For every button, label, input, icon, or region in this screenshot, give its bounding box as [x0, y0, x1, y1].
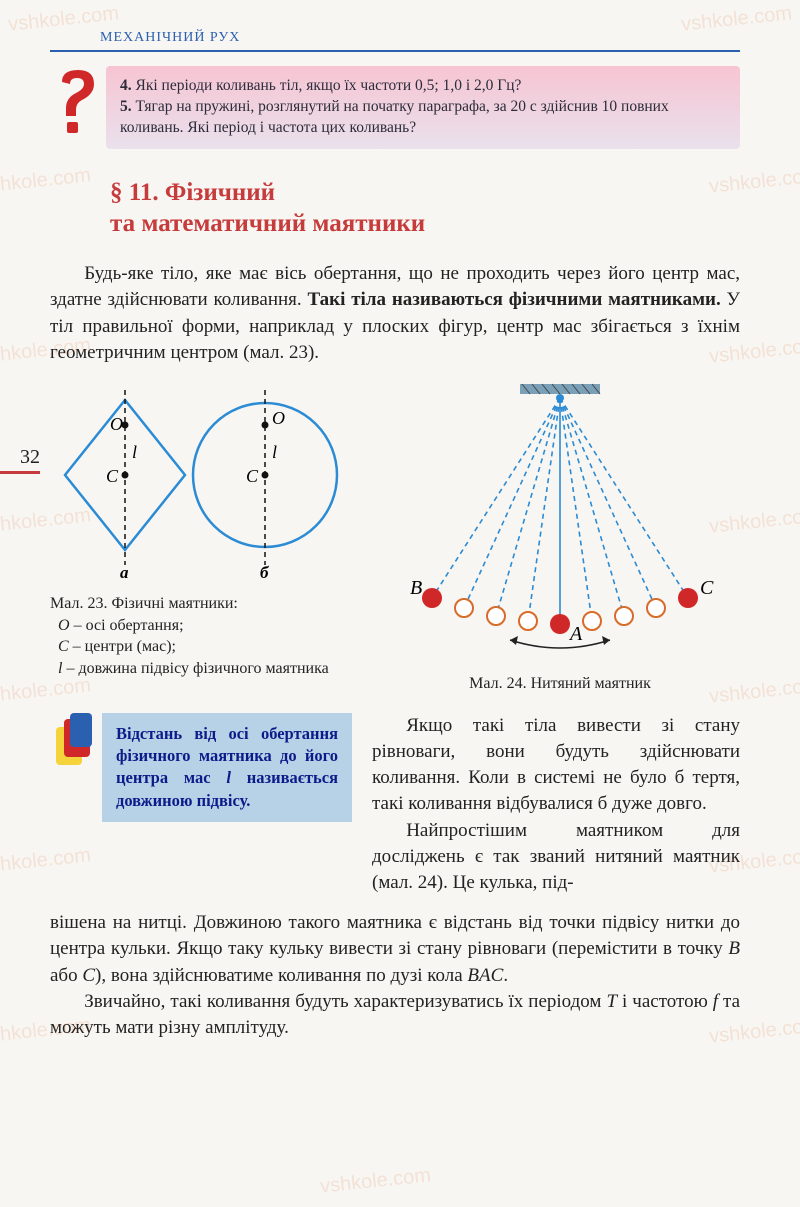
- figure-23: O C l а O C l б Мал. 23. Фізичні маятник…: [50, 380, 350, 679]
- q4-number: 4.: [120, 77, 132, 94]
- q5-number: 5.: [120, 98, 132, 115]
- watermark: vshkole.com: [319, 1164, 432, 1198]
- para2-end: .: [503, 965, 508, 986]
- definition-box: Відстань від осі обертання фізичного мая…: [102, 713, 352, 822]
- para2-a: вішена на нитці. Довжиною такого маятник…: [50, 912, 740, 959]
- para3-mid: і частотою: [617, 991, 713, 1012]
- fig23-C: C: [58, 638, 69, 655]
- para2-B: B: [728, 938, 740, 959]
- para2-C: C: [82, 965, 95, 986]
- rcol-p1: Якщо такі тіла вивести зі стану рівноваг…: [372, 713, 740, 818]
- chapter-header: МЕХАНІЧНИЙ РУХ: [50, 30, 740, 52]
- figure-24-caption: Мал. 24. Нитяний маятник: [380, 673, 740, 695]
- svg-text:l: l: [272, 442, 277, 462]
- svg-text:O: O: [272, 408, 285, 428]
- question-5: 5. Тягар на пружині, розглянутий на поча…: [120, 97, 726, 139]
- questions-text: 4. Які періоди коливань тіл, якщо їх час…: [106, 66, 740, 149]
- svg-text:а: а: [120, 563, 129, 580]
- svg-text:B: B: [410, 577, 422, 599]
- fig23-title: Мал. 23. Фізичні маятники:: [50, 595, 238, 612]
- body-text: Будь-яке тіло, яке має вісь обертання, щ…: [50, 261, 740, 366]
- fig23-lline: – довжина підвісу фізичного маятника: [62, 660, 328, 677]
- title-line-2: та математичний маятники: [110, 210, 425, 237]
- svg-text:C: C: [106, 466, 119, 486]
- paragraph-2: вішена на нитці. Довжиною такого маятник…: [50, 910, 740, 989]
- svg-text:A: A: [568, 623, 583, 645]
- q4-text: Які періоди коливань тіл, якщо їх частот…: [136, 77, 522, 94]
- body-text-2: вішена на нитці. Довжиною такого маятник…: [50, 910, 740, 1041]
- fig23-oline: – осі обертання;: [70, 617, 184, 634]
- svg-text:C: C: [700, 577, 714, 599]
- right-column-text: Якщо такі тіла вивести зі стану рівноваг…: [372, 713, 740, 897]
- svg-text:б: б: [260, 563, 270, 580]
- fig23-cline: – центри (мас);: [69, 638, 176, 655]
- fig23-O: O: [58, 617, 70, 634]
- questions-box: 4. Які періоди коливань тіл, якщо їх час…: [50, 66, 740, 149]
- para2-BAC: BAC: [467, 965, 503, 986]
- question-4: 4. Які періоди коливань тіл, якщо їх час…: [120, 76, 726, 97]
- para3-T: T: [606, 991, 617, 1012]
- svg-text:O: O: [110, 414, 123, 434]
- para3-a: Звичайно, такі коливання будуть характер…: [84, 991, 606, 1012]
- q5-text: Тягар на пружині, розглянутий на початку…: [120, 98, 669, 136]
- figure-24: B C A Мал. 24. Нитяний маятник: [380, 380, 740, 695]
- title-line-1: § 11. Фізичний: [110, 179, 275, 206]
- svg-text:C: C: [246, 466, 259, 486]
- paragraph-1: Будь-яке тіло, яке має вісь обертання, щ…: [50, 261, 740, 366]
- definition-icon: [50, 713, 94, 773]
- svg-text:l: l: [132, 442, 137, 462]
- paragraph-3: Звичайно, такі коливання будуть характер…: [50, 989, 740, 1041]
- para2-b: ), вона здійснюватиме коливання по дузі …: [95, 965, 467, 986]
- page-number: 32: [0, 446, 40, 474]
- question-mark-icon: [50, 66, 106, 138]
- para2-mid: або: [50, 965, 82, 986]
- para1-b: Такі тіла називаються фізичними маятника…: [307, 289, 720, 310]
- figure-23-caption: Мал. 23. Фізичні маятники: O – осі оберт…: [50, 593, 350, 679]
- section-title: § 11. Фізичний та математичний маятники: [110, 177, 740, 240]
- rcol-p2: Найпростішим маятником для досліджень є …: [372, 818, 740, 897]
